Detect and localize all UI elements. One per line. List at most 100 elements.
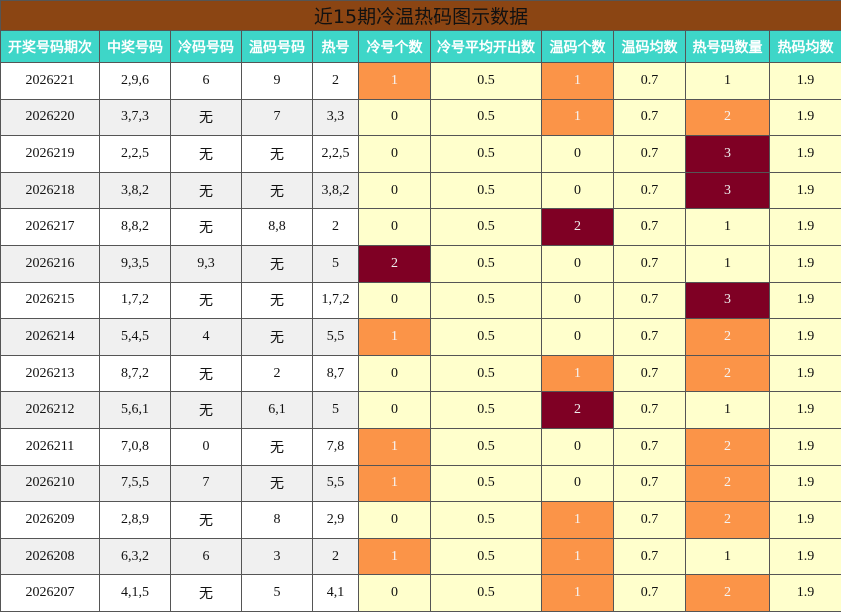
table-cell: 5,5: [312, 318, 359, 356]
table-cell: 6,3,2: [99, 537, 171, 576]
table-cell: 1.9: [769, 318, 841, 356]
table-row: 2026217 8,8,2 无 8,8 2 0 0.5 2 0.7 1 1.9: [0, 208, 841, 246]
table-cell: 1: [541, 537, 614, 576]
table-cell: 1.9: [769, 501, 841, 539]
table-cell: 无: [241, 135, 313, 173]
table-row: 2026214 5,4,5 4 无 5,5 1 0.5 0 0.7 2 1.9: [0, 318, 841, 356]
table-cell: 1.9: [769, 98, 841, 137]
table-cell: 9,3: [170, 244, 242, 283]
table-cell: 无: [170, 391, 242, 429]
table-cell: 无: [170, 281, 242, 320]
table-cell: 1: [358, 464, 431, 503]
table-cell: 0: [541, 244, 614, 283]
table-cell: 3: [685, 171, 770, 210]
table-cell: 2026219: [0, 135, 100, 173]
table-cell: 8,7: [312, 354, 359, 393]
table-cell: 1.9: [769, 427, 841, 466]
column-header: 中奖号码: [99, 30, 171, 63]
table-cell: 无: [170, 171, 242, 210]
table-cell: 0.7: [613, 537, 686, 576]
table-cell: 5: [312, 391, 359, 429]
table-cell: 2,8,9: [99, 501, 171, 539]
table-cell: 0: [358, 574, 431, 612]
table-cell: 0: [170, 427, 242, 466]
table-cell: 1: [358, 318, 431, 356]
table-cell: 5: [241, 574, 313, 612]
table-cell: 1: [358, 427, 431, 466]
table-cell: 2: [685, 354, 770, 393]
table-cell: 0: [541, 427, 614, 466]
table-cell: 2026211: [0, 427, 100, 466]
table-cell: 4: [170, 318, 242, 356]
table-cell: 3,8,2: [99, 171, 171, 210]
table-title: 近15期冷温热码图示数据: [0, 0, 841, 31]
table-cell: 8,7,2: [99, 354, 171, 393]
table-cell: 3,7,3: [99, 98, 171, 137]
table-cell: 7: [170, 464, 242, 503]
table-cell: 2: [312, 208, 359, 246]
column-header: 冷号平均开出数: [430, 30, 542, 63]
table-row: 2026216 9,3,5 9,3 无 5 2 0.5 0 0.7 1 1.9: [0, 244, 841, 283]
table-row: 2026221 2,9,6 6 9 2 1 0.5 1 0.7 1 1.9: [0, 62, 841, 100]
table-cell: 6: [170, 537, 242, 576]
table-cell: 0.7: [613, 501, 686, 539]
table-cell: 2: [312, 537, 359, 576]
table-cell: 6,1: [241, 391, 313, 429]
table-cell: 2026207: [0, 574, 100, 612]
column-header: 热码均数: [769, 30, 841, 63]
column-header: 冷码号码: [170, 30, 242, 63]
table-cell: 2: [685, 501, 770, 539]
table-cell: 8: [241, 501, 313, 539]
table-cell: 1.9: [769, 135, 841, 173]
table-cell: 2: [241, 354, 313, 393]
table-cell: 1.9: [769, 537, 841, 576]
table-cell: 2: [358, 244, 431, 283]
column-header: 温码均数: [613, 30, 686, 63]
table-cell: 0.7: [613, 464, 686, 503]
table-cell: 2: [685, 318, 770, 356]
table-cell: 6: [170, 62, 242, 100]
table-cell: 2026217: [0, 208, 100, 246]
table-cell: 3,8,2: [312, 171, 359, 210]
table-cell: 2,9: [312, 501, 359, 539]
table-cell: 0.5: [430, 427, 542, 466]
table-cell: 8,8: [241, 208, 313, 246]
table-row: 2026213 8,7,2 无 2 8,7 0 0.5 1 0.7 2 1.9: [0, 354, 841, 393]
table-cell: 1.9: [769, 62, 841, 100]
table-cell: 5,6,1: [99, 391, 171, 429]
table-row: 2026219 2,2,5 无无 2,2,5 0 0.5 0 0.7 3 1.9: [0, 135, 841, 173]
table-cell: 0: [541, 171, 614, 210]
table-cell: 0: [541, 135, 614, 173]
table-cell: 1.9: [769, 464, 841, 503]
table-cell: 4,1: [312, 574, 359, 612]
table-cell: 0.5: [430, 574, 542, 612]
table-cell: 1: [541, 98, 614, 137]
table-cell: 无: [241, 171, 313, 210]
table-cell: 2026213: [0, 354, 100, 393]
table-cell: 2026209: [0, 501, 100, 539]
table-cell: 5,5: [312, 464, 359, 503]
table-cell: 2: [685, 464, 770, 503]
table-cell: 2: [685, 427, 770, 466]
table-cell: 0.5: [430, 208, 542, 246]
table-cell: 0.7: [613, 135, 686, 173]
table-cell: 0.5: [430, 98, 542, 137]
table-cell: 2: [312, 62, 359, 100]
table-cell: 1.9: [769, 208, 841, 246]
table-cell: 0.7: [613, 318, 686, 356]
table-cell: 1,7,2: [312, 281, 359, 320]
table-row: 2026210 7,5,5 7 无 5,5 1 0.5 0 0.7 2 1.9: [0, 464, 841, 503]
column-header: 热号: [312, 30, 359, 63]
table-cell: 2026221: [0, 62, 100, 100]
table-cell: 1: [685, 62, 770, 100]
table-cell: 7,0,8: [99, 427, 171, 466]
table-cell: 0: [541, 318, 614, 356]
table-cell: 无: [241, 427, 313, 466]
table-cell: 1,7,2: [99, 281, 171, 320]
column-header: 温码号码: [241, 30, 313, 63]
table-cell: 0: [358, 281, 431, 320]
table-row: 2026211 7,0,8 0 无 7,8 1 0.5 0 0.7 2 1.9: [0, 427, 841, 466]
table-cell: 7: [241, 98, 313, 137]
table-cell: 2: [685, 574, 770, 612]
